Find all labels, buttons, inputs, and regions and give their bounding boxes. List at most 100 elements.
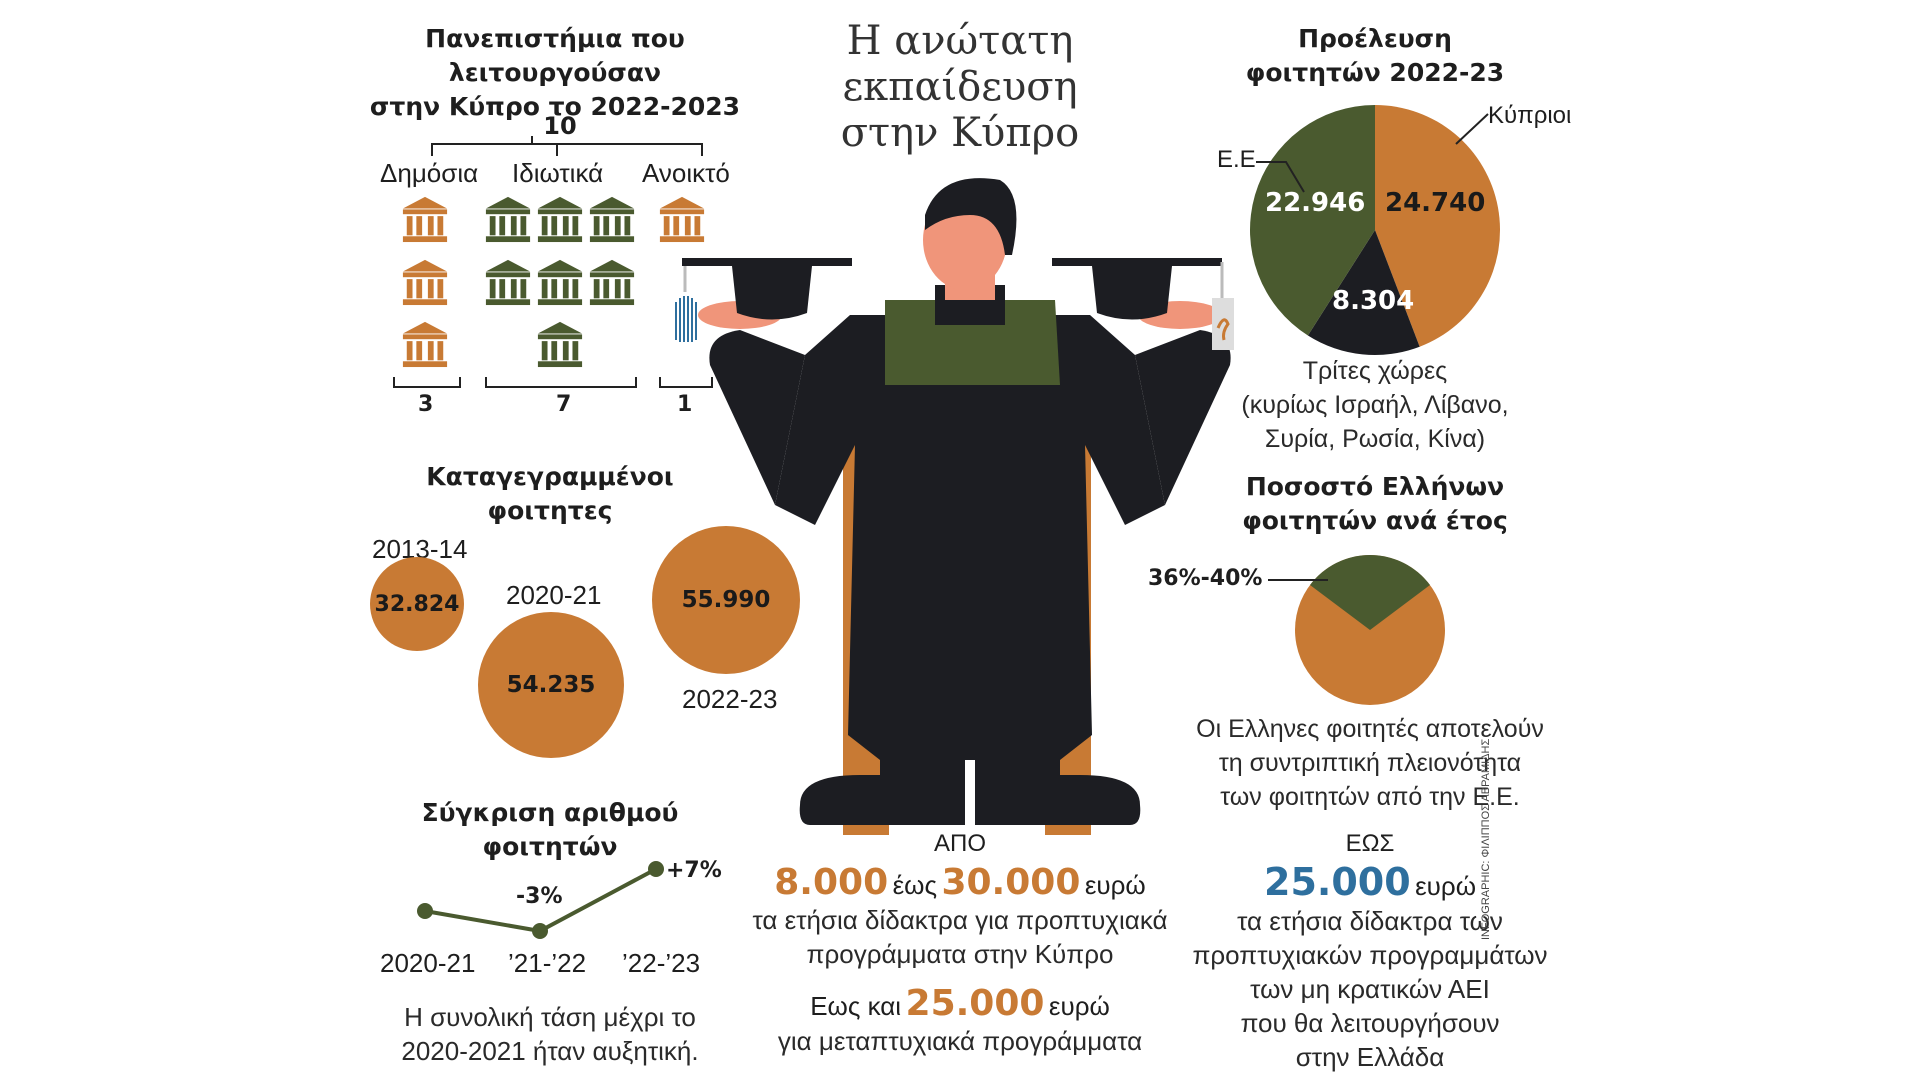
greece-fee-value: 25.000 — [1264, 860, 1411, 904]
greek-share-title-line2: φοιτητών ανά έτος — [1242, 506, 1508, 535]
x-tick-label: ’22-’23 — [622, 948, 701, 978]
public-count: 3 — [418, 392, 434, 417]
registered-bubble: 54.235 — [478, 612, 624, 758]
greek-share-note: Οι Ελληνες φοιτητές αποτελούν τη συντριπ… — [1180, 712, 1560, 814]
postgrad-line2: για μεταπτυχιακά προγράμματα — [777, 1026, 1143, 1056]
origin-third-line2: (κυρίως Ισραήλ, Λίβανο, — [1241, 391, 1509, 419]
origin-third-value: 8.304 — [1332, 286, 1415, 316]
origin-title-line1: Προέλευση — [1298, 24, 1452, 53]
greek-share-pie — [1295, 555, 1445, 705]
origin-third-line1: Τρίτες χώρες — [1302, 357, 1448, 385]
registered-title: Καταγεγραμμένοι φοιτητες — [400, 460, 700, 528]
greek-share-title: Ποσοστό Ελλήνων φοιτητών ανά έτος — [1230, 470, 1520, 538]
greek-share-range: 36%-40% — [1148, 566, 1263, 591]
public-university-icon — [401, 195, 449, 243]
universities-title-line2: στην Κύπρο το 2022-2023 — [369, 92, 741, 121]
main-title: Η ανώτατη εκπαίδευση στην Κύπρο — [810, 18, 1110, 156]
trend-point — [532, 923, 548, 939]
greece-line3: προπτυχιακών προγραμμάτων — [1192, 940, 1548, 970]
fees-range: 8.000 έως 30.000 ευρώ — [740, 862, 1180, 903]
fees-desc-line3: προγράμματα στην Κύπρο — [806, 939, 1114, 969]
origin-title-line2: φοιτητών 2022-23 — [1245, 58, 1505, 87]
greece-line5: που θα λειτουργήσουν — [1240, 1008, 1500, 1038]
total-bracket — [431, 136, 703, 156]
greek-share-leader — [1268, 579, 1328, 581]
registered-title-line1: Καταγεγραμμένοι — [426, 462, 674, 491]
origin-eu-label: Ε.Ε — [1217, 146, 1256, 173]
origin-third-caption: Τρίτες χώρες (κυρίως Ισραήλ, Λίβανο, Συρ… — [1210, 354, 1540, 456]
trend-line — [417, 861, 664, 939]
tassel-icon — [673, 262, 697, 344]
main-title-line2: εκπαίδευση — [842, 64, 1078, 110]
comparison-note-line2: 2020-2021 ήταν αυξητική. — [401, 1036, 699, 1066]
origin-third-line3: Συρία, Ρωσία, Κίνα) — [1264, 425, 1486, 453]
public-university-icon — [401, 258, 449, 306]
comparison-note: Η συνολική τάση μέχρι το 2020-2021 ήταν … — [380, 1000, 720, 1068]
private-university-icon — [588, 258, 636, 306]
eu-leader-line — [1256, 161, 1305, 193]
change-label: -3% — [516, 884, 563, 909]
registered-title-line2: φοιτητες — [487, 496, 613, 525]
graduate-illustration — [698, 178, 1231, 835]
fees-cyprus: ΑΠΟ 8.000 έως 30.000 ευρώ τα ετήσια δίδα… — [740, 830, 1180, 1058]
origin-cypriots-slice — [1375, 105, 1500, 347]
fees-min: 8.000 — [774, 862, 889, 903]
infographic-credit: INFOGRAPHIC: ΦΙΛΙΠΠΟΣ ΑΒΡΑΜΙΔΗΣ — [1480, 738, 1492, 940]
trend-point — [648, 861, 664, 877]
origin-cypriots-label: Κύπριοι — [1488, 102, 1572, 129]
registered-year: 2022-23 — [682, 684, 778, 714]
greece-line2: τα ετήσια δίδακτρα των — [1237, 906, 1503, 936]
origin-eu-value: 22.946 — [1265, 188, 1366, 218]
greek-share-note-line2: τη συντριπτική πλειονότητα — [1218, 749, 1522, 777]
postgrad-fees: Εως και 25.000 ευρώ — [740, 983, 1180, 1024]
registered-bubble: 32.824 — [370, 557, 464, 651]
greek-share-title-line1: Ποσοστό Ελλήνων — [1245, 472, 1505, 501]
private-count: 7 — [556, 392, 572, 417]
origin-cypriots-value: 24.740 — [1385, 188, 1486, 218]
greece-up-to-label: ΕΩΣ — [1345, 830, 1395, 857]
private-university-icon — [484, 258, 532, 306]
private-university-icon — [588, 195, 636, 243]
comparison-title: Σύγκριση αριθμού φοιτητών — [400, 796, 700, 864]
open-label: Ανοικτό — [642, 158, 730, 188]
graduation-cap-icon — [682, 258, 852, 320]
public-label: Δημόσια — [380, 158, 479, 188]
registered-bubble: 55.990 — [652, 526, 800, 674]
postgrad-currency: ευρώ — [1048, 991, 1110, 1021]
greece-line4: των μη κρατικών ΑΕΙ — [1250, 974, 1490, 1004]
greek-share-note-line3: των φοιτητών από την Ε.Ε. — [1220, 783, 1520, 811]
comparison-title-line2: φοιτητών — [482, 832, 618, 861]
trend-point — [417, 903, 433, 919]
greece-fee-amount: 25.000 ευρώ — [1190, 860, 1550, 904]
fees-from-label: ΑΠΟ — [933, 830, 986, 857]
greek-share-note-line1: Οι Ελληνες φοιτητές αποτελούν — [1196, 715, 1544, 743]
greece-line6: στην Ελλάδα — [1295, 1042, 1445, 1072]
open-count: 1 — [677, 392, 693, 417]
postgrad-value: 25.000 — [905, 983, 1045, 1024]
fees-max: 30.000 — [941, 862, 1081, 903]
main-title-line3: στην Κύπρο — [840, 110, 1080, 156]
universities-total: 10 — [543, 112, 577, 140]
count-brackets — [393, 377, 713, 388]
registered-year: 2020-21 — [506, 580, 602, 610]
origin-third-slice — [1307, 230, 1420, 355]
origin-title: Προέλευση φοιτητών 2022-23 — [1230, 22, 1520, 90]
private-university-icon — [484, 195, 532, 243]
fees-currency: ευρώ — [1084, 870, 1146, 900]
comparison-title-line1: Σύγκριση αριθμού — [421, 798, 679, 827]
private-label: Ιδιωτικά — [512, 158, 604, 188]
public-university-icon — [401, 320, 449, 368]
universities-title: Πανεπιστήμια που λειτουργούσαν στην Κύπρ… — [330, 22, 780, 124]
fees-between: έως — [892, 870, 937, 900]
main-title-line1: Η ανώτατη — [846, 18, 1074, 64]
private-university-icon — [536, 258, 584, 306]
cypriots-leader-line — [1455, 113, 1489, 145]
change-label: +7% — [666, 858, 722, 883]
comparison-note-line1: Η συνολική τάση μέχρι το — [404, 1002, 696, 1032]
fees-desc-line2: τα ετήσια δίδακτρα για προπτυχιακά — [752, 905, 1168, 935]
postgrad-prefix: Εως και — [810, 991, 902, 1021]
x-tick-label: 2020-21 — [380, 948, 476, 978]
x-tick-label: ’21-’22 — [508, 948, 587, 978]
graduation-cap-icon — [1052, 258, 1234, 350]
private-university-icon — [536, 320, 584, 368]
